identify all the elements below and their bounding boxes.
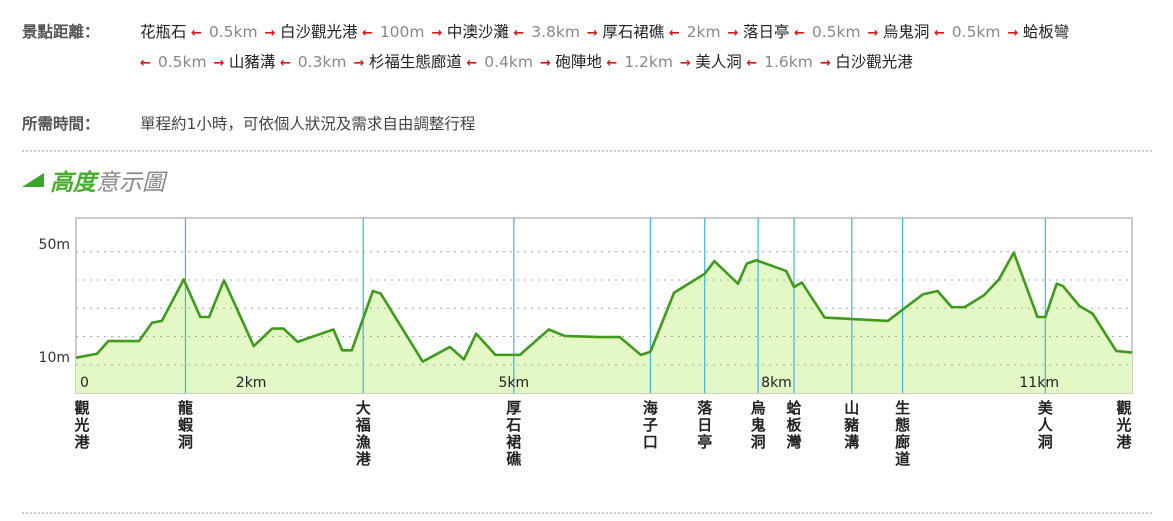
x-tick-label: 8km	[761, 375, 792, 391]
y-tick-label: 10m	[39, 350, 70, 366]
stop-name: 白沙觀光港	[279, 23, 358, 41]
elevation-chart: 觀光港 龍蝦洞 大福漁港 厚石裙礁 海子口 落日亭 烏鬼洞 蛤板灣 山豬溝 生態廊道 美人洞 觀光港 5…	[39, 217, 1133, 468]
title-green: 高度	[50, 170, 96, 196]
landmark-label: 大福漁港	[355, 399, 372, 468]
distance-value: 0.5km	[806, 23, 866, 41]
divider	[22, 512, 1152, 514]
distance-value: 0.5km	[152, 53, 212, 71]
distance-segment: ← 1.2km →	[602, 53, 695, 71]
time-label: 所需時間：	[22, 115, 100, 133]
arrow-left-icon: ←	[929, 26, 945, 41]
distance-value: 100m	[374, 23, 430, 41]
stop-name: 厚石裙礁	[602, 23, 665, 41]
distance-value: 2km	[681, 23, 726, 41]
distance-segment: ← 0.5km →	[929, 23, 1022, 41]
elevation-area	[76, 252, 1132, 393]
landmark-label: 觀光港	[1115, 399, 1132, 451]
distance-value: 0.3km	[292, 53, 352, 71]
arrow-right-icon: →	[679, 56, 696, 71]
arrow-left-icon: ←	[461, 56, 478, 71]
stop-name: 白沙觀光港	[835, 53, 913, 71]
distance-segment: ← 1.6km →	[742, 53, 835, 71]
arrow-right-icon: →	[586, 26, 603, 41]
distance-segment: ← 0.5km →	[187, 23, 280, 41]
arrow-right-icon: →	[867, 26, 883, 41]
arrow-right-icon: →	[213, 56, 229, 71]
arrow-left-icon: ←	[664, 26, 680, 41]
stop-name: 花瓶石	[140, 23, 187, 41]
landmark-label: 觀光港	[73, 399, 90, 451]
time-value: 單程約1小時，可依個人狀況及需求自由調整行程	[140, 115, 476, 133]
stop-name: 烏鬼洞	[882, 23, 930, 41]
distance-segment: ← 2km →	[664, 23, 743, 41]
landmark-label: 海子口	[643, 399, 658, 451]
stop-name: 落日亭	[742, 23, 790, 41]
stop-name: 蛤板彎	[1022, 23, 1070, 41]
distance-value: 0.4km	[479, 53, 538, 71]
distance-value: 1.6km	[759, 53, 818, 71]
landmark-label: 美人洞	[1038, 399, 1054, 451]
elevation-line	[75, 251, 1133, 363]
distance-value: 0.5km	[946, 23, 1006, 41]
x-tick-label: 5km	[498, 375, 529, 391]
arrow-right-icon: →	[1007, 26, 1023, 41]
arrow-right-icon: →	[539, 56, 556, 71]
arrow-right-icon: →	[819, 56, 836, 71]
arrow-left-icon: ←	[508, 26, 525, 41]
title-gray: 意示圖	[96, 170, 165, 196]
divider	[22, 150, 1152, 152]
landmark-label: 厚石裙礁	[505, 399, 521, 468]
x-tick-label: 2km	[236, 375, 267, 391]
distance-segment: ← 0.5km →	[789, 23, 882, 41]
arrow-right-icon: →	[431, 26, 447, 41]
distance-segment: ← 0.4km →	[462, 53, 555, 71]
landmark-label: 龍蝦洞	[178, 399, 194, 451]
arrow-left-icon: ←	[357, 26, 373, 41]
distance-segment: ← 0.5km →	[140, 53, 229, 71]
stop-name: 山豬溝	[228, 53, 276, 71]
route-list: 花瓶石 ← 0.5km → 白沙觀光港 ← 100m → 中澳沙灘 ← 3.8k…	[140, 18, 1160, 78]
distance-segment: ← 3.8km →	[509, 23, 602, 41]
arrow-left-icon: ←	[186, 26, 202, 41]
arrow-right-icon: →	[727, 26, 743, 41]
arrow-right-icon: →	[264, 26, 280, 41]
arrow-left-icon: ←	[789, 26, 805, 41]
y-tick-label: 50m	[39, 237, 70, 253]
distance-value: 3.8km	[526, 23, 585, 41]
stop-name: 美人洞	[695, 53, 742, 71]
landmark-label: 蛤板灣	[787, 399, 803, 451]
distance-label: 景點距離：	[22, 23, 100, 41]
landmark-label: 烏鬼洞	[751, 399, 766, 451]
section-title: 高度 意示圖	[22, 163, 165, 197]
distance-segment: ← 100m →	[357, 23, 446, 41]
distance-segment: ← 0.3km →	[275, 53, 368, 71]
arrow-left-icon: ←	[140, 56, 151, 71]
landmark-label: 落日亭	[697, 399, 713, 451]
arrow-left-icon: ←	[741, 56, 758, 71]
landmark-label: 生態廊道	[895, 399, 910, 468]
arrow-left-icon: ←	[275, 56, 291, 71]
landmark-label: 山豬溝	[843, 399, 859, 451]
distance-value: 0.5km	[203, 23, 263, 41]
x-tick-label: 0	[80, 375, 89, 391]
stop-name: 砲陣地	[555, 53, 602, 71]
distance-value: 1.2km	[619, 53, 678, 71]
arrow-right-icon: →	[353, 56, 369, 71]
stop-name: 杉福生態廊道	[368, 53, 462, 71]
arrow-left-icon: ←	[601, 56, 618, 71]
x-tick-label: 11km	[1019, 375, 1059, 391]
triangle-icon	[22, 173, 44, 187]
stop-name: 中澳沙灘	[446, 23, 509, 41]
